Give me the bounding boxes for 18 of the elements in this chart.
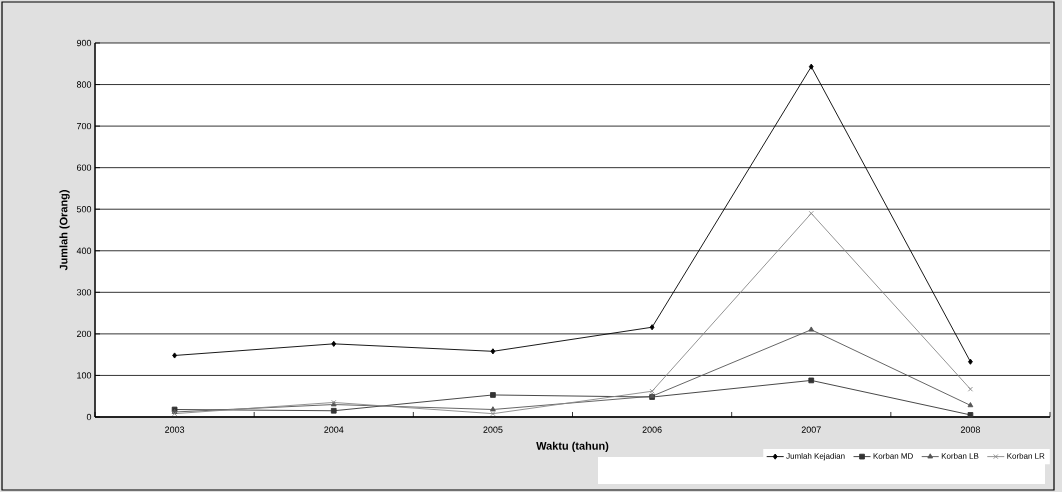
y-tick-label: 400 xyxy=(76,247,92,254)
y-tick-label: 600 xyxy=(76,164,92,171)
y-tick-label: 100 xyxy=(77,372,92,379)
y-tick-label: 200 xyxy=(76,330,92,338)
y-tick-label: 900 xyxy=(76,39,92,47)
y-tick-label: 300 xyxy=(76,289,92,296)
x-tick-label: 2008 xyxy=(960,426,980,433)
y-axis-title: Jumlah (Orang) xyxy=(59,190,70,271)
y-tick-label: 700 xyxy=(76,122,92,130)
x-axis-title: Waktu (tahun) xyxy=(536,441,609,452)
x-tick-label: 2006 xyxy=(642,426,662,433)
y-tick-label: 500 xyxy=(76,206,92,213)
x-tick-label: 2005 xyxy=(483,426,503,433)
y-tick-label: 0 xyxy=(86,413,92,421)
x-tick-label: 2007 xyxy=(801,426,821,433)
y-tick-label: 800 xyxy=(76,81,92,88)
x-tick-label: 2004 xyxy=(324,426,344,433)
x-tick-label: 2003 xyxy=(165,426,185,433)
